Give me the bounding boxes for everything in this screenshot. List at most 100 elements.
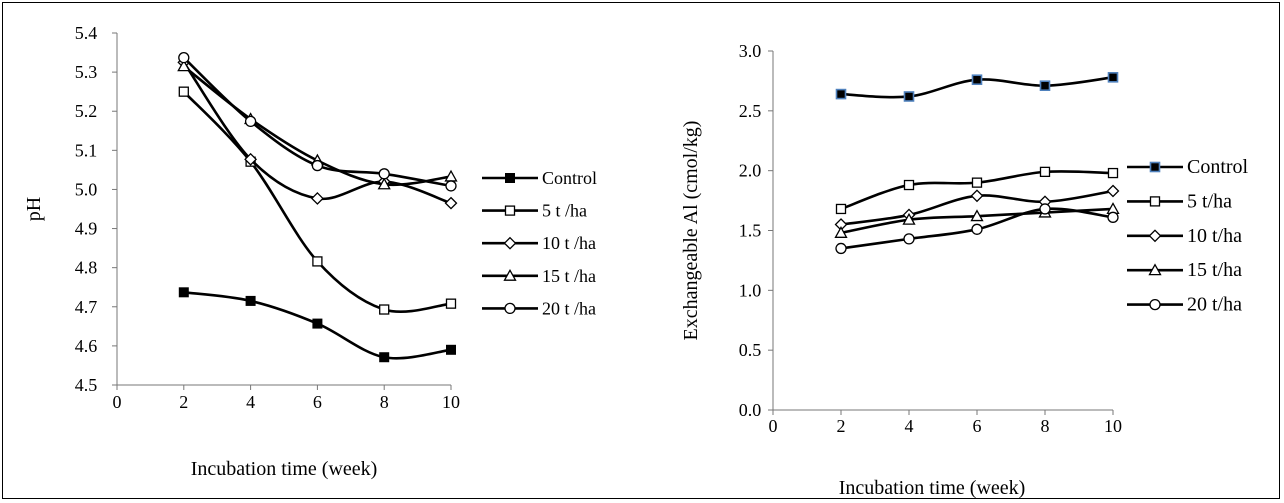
legend-entry: 20 t /ha — [482, 298, 596, 318]
legend-label: 15 t/ha — [1187, 259, 1242, 281]
y-tick-label: 1.0 — [739, 280, 762, 300]
x-tick-label: 0 — [113, 392, 122, 412]
data-point — [178, 287, 189, 298]
x-tick-label: 4 — [246, 392, 255, 412]
legend-entry: 5 t /ha — [482, 201, 587, 221]
legend-entry: Control — [1127, 156, 1249, 178]
data-point — [971, 74, 983, 86]
x-tick-label: 6 — [973, 416, 982, 436]
legend-marker — [503, 268, 517, 281]
data-point — [1106, 184, 1120, 198]
data-point — [312, 318, 323, 329]
x-tick-label: 8 — [1041, 416, 1050, 436]
legend-marker — [1148, 229, 1162, 243]
series-1 — [835, 72, 1119, 102]
data-point — [311, 159, 324, 172]
data-point — [178, 51, 190, 64]
data-point — [379, 304, 390, 315]
y-tick-label: 1.5 — [739, 221, 762, 241]
y-tick-label: 3.0 — [739, 41, 762, 61]
legend-entry: Control — [482, 168, 597, 188]
data-point — [244, 115, 257, 128]
y-tick-label: 0.0 — [739, 400, 762, 420]
legend-entry: 10 t /ha — [482, 233, 596, 253]
y-tick-label: 4.5 — [75, 375, 98, 395]
y-tick-label: 5.3 — [75, 62, 98, 82]
x-tick-label: 10 — [1104, 416, 1122, 436]
legend-entry: 20 t/ha — [1127, 294, 1242, 316]
y-tick-label: 5.4 — [75, 23, 98, 43]
data-point — [971, 223, 983, 235]
series-5 — [178, 51, 457, 192]
x-tick-label: 0 — [769, 416, 778, 436]
y-tick-label: 5.0 — [75, 179, 98, 199]
legend-marker — [504, 205, 516, 216]
legend-label: Control — [542, 168, 597, 188]
data-point — [835, 242, 847, 255]
x-tick-label: 2 — [179, 392, 188, 412]
y-tick-label: 5.2 — [75, 101, 98, 121]
data-point — [971, 177, 983, 188]
legend-label: 20 t /ha — [542, 298, 596, 318]
legend-label: 5 t /ha — [542, 201, 587, 221]
y-tick-label: 4.8 — [75, 258, 98, 278]
data-point — [903, 91, 915, 102]
legend-label: 5 t/ha — [1187, 190, 1232, 212]
legend-entry: 10 t/ha — [1127, 225, 1242, 247]
legend-label: 10 t/ha — [1187, 225, 1242, 247]
data-point — [1107, 167, 1119, 179]
data-point — [1107, 72, 1119, 83]
data-point — [835, 88, 847, 100]
legend-label: Control — [1187, 156, 1249, 178]
data-point — [310, 192, 324, 205]
data-point — [177, 59, 191, 72]
data-point — [378, 168, 390, 180]
data-point — [834, 226, 848, 238]
legend-marker — [1149, 298, 1161, 311]
data-point — [903, 233, 915, 245]
x-axis-label: Incubation time (week) — [191, 458, 378, 480]
legend-marker — [1149, 196, 1161, 207]
y-tick-label: 4.9 — [75, 219, 98, 239]
series-2 — [835, 166, 1119, 215]
legend-marker — [1149, 161, 1161, 173]
data-point — [903, 179, 915, 191]
data-point — [445, 180, 457, 192]
y-tick-label: 4.6 — [75, 336, 98, 356]
legend-entry: 15 t /ha — [482, 266, 596, 286]
data-point — [377, 177, 391, 190]
x-axis-label: Incubation time (week) — [839, 477, 1026, 499]
y-tick-label: 5.1 — [75, 140, 98, 160]
series-1 — [178, 287, 456, 363]
legend-marker — [504, 302, 516, 315]
series-3 — [177, 55, 458, 210]
legend-label: 15 t /ha — [542, 266, 596, 286]
legend-label: 20 t/ha — [1187, 294, 1242, 316]
data-point — [1039, 80, 1051, 92]
data-point — [1107, 211, 1119, 223]
x-tick-label: 2 — [837, 416, 846, 436]
data-point — [379, 352, 390, 363]
x-tick-label: 4 — [905, 416, 914, 436]
data-point — [902, 212, 916, 225]
data-point — [835, 203, 847, 215]
data-point — [445, 298, 457, 309]
x-tick-label: 10 — [442, 392, 460, 412]
y-axis-label: pH — [23, 197, 45, 221]
data-point — [244, 152, 258, 166]
legend-marker — [1148, 263, 1162, 276]
data-point — [446, 344, 456, 355]
y-axis-label: Exchangeable Al (cmol/kg) — [680, 121, 702, 341]
data-point — [444, 196, 458, 210]
legend-marker — [505, 173, 515, 183]
data-point — [1039, 203, 1051, 215]
series-3 — [834, 184, 1120, 231]
legend-marker — [503, 236, 517, 250]
series-5 — [835, 203, 1119, 255]
y-tick-label: 4.7 — [75, 297, 98, 317]
data-point — [1039, 166, 1051, 178]
chart-2: 0.0 0.5 1.0 1.5 2.0 2.5 3.0 0 2 4 6 8 10 Incubation t… — [680, 41, 1249, 499]
y-tick-label: 0.5 — [739, 340, 762, 360]
